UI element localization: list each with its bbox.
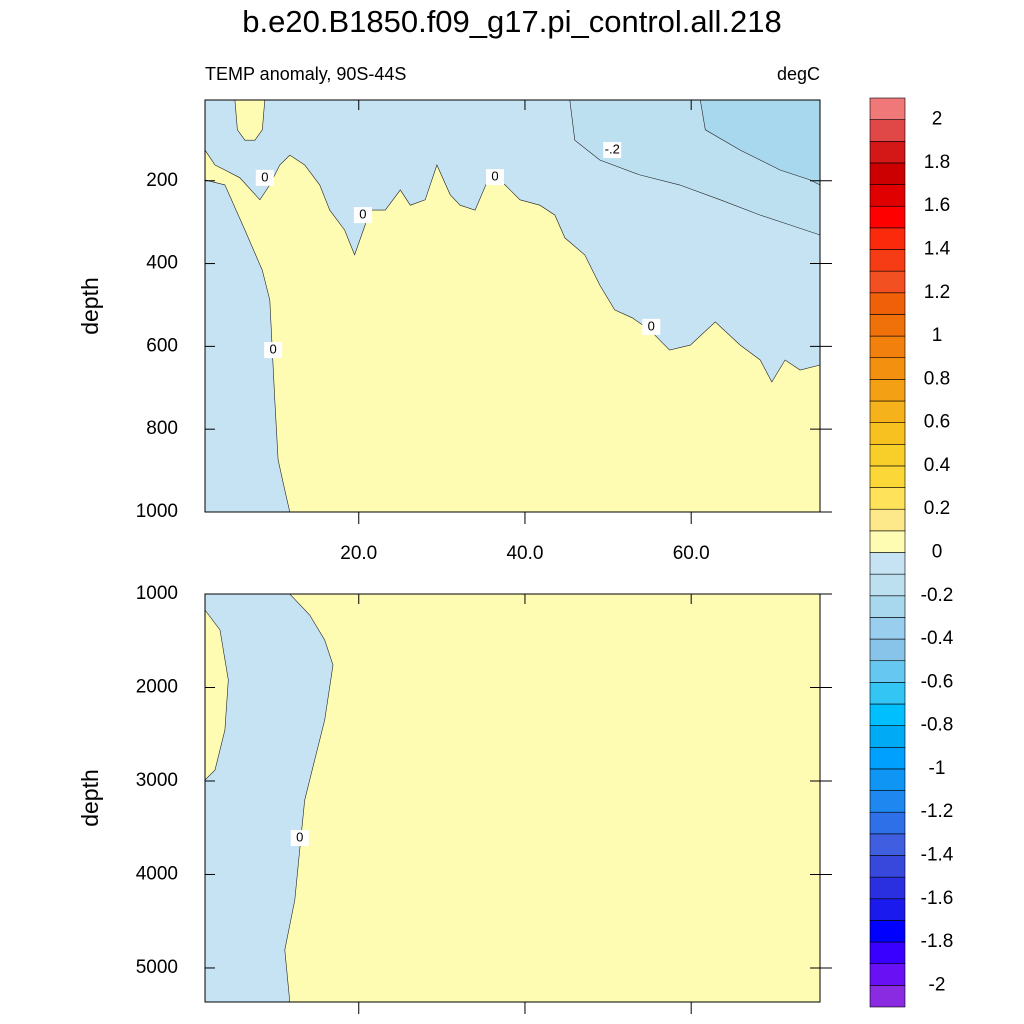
colorbar-box xyxy=(869,660,906,683)
y-axis-label: depth xyxy=(77,769,103,827)
colorbar-label: -1.8 xyxy=(921,931,954,952)
colorbar-box xyxy=(869,530,906,553)
x-tick-label: 40.0 xyxy=(506,543,543,564)
colorbar-label: 1.8 xyxy=(924,152,950,173)
colorbar-box xyxy=(869,595,906,618)
colorbar-box xyxy=(869,119,906,142)
colorbar-box xyxy=(869,205,906,229)
colorbar-box xyxy=(869,833,906,856)
contour-label: -.2 xyxy=(605,142,620,157)
contour-label-box xyxy=(642,318,661,335)
colorbar-box xyxy=(869,963,906,986)
colorbar-label: -0.6 xyxy=(921,671,954,692)
colorbar-label: 0.6 xyxy=(924,412,950,433)
colorbar-box xyxy=(869,443,906,467)
colorbar-box xyxy=(869,140,906,164)
colorbar-box xyxy=(869,725,906,748)
colorbar-label: 1.4 xyxy=(924,239,951,260)
colorbar-box xyxy=(869,314,906,337)
colorbar-label: -1.4 xyxy=(921,845,954,866)
contour-label: 0 xyxy=(491,168,498,183)
colorbar-label: 1.2 xyxy=(924,282,950,303)
colorbar-box xyxy=(869,162,906,185)
colorbar-box xyxy=(869,768,906,791)
colorbar-box xyxy=(869,422,906,445)
colorbar-box xyxy=(869,97,906,120)
y-tick-label: 1000 xyxy=(136,583,178,604)
chart-title: b.e20.B1850.f09_g17.pi_control.all.218 xyxy=(242,4,782,39)
colorbar-label: 2 xyxy=(932,109,943,130)
colorbar-box xyxy=(869,335,906,359)
x-tick-label: 20.0 xyxy=(340,543,377,564)
colorbar-label: 1.6 xyxy=(924,195,950,216)
colorbar-box xyxy=(869,638,906,662)
colorbar-box xyxy=(869,898,906,921)
x-tick-label: 60.0 xyxy=(673,543,710,564)
colorbar-label: 0.2 xyxy=(924,498,950,519)
contour-label: 0 xyxy=(359,207,366,222)
colorbar-box xyxy=(869,552,906,575)
plot-frame xyxy=(204,593,821,1003)
y-tick-label: 200 xyxy=(146,170,178,191)
colorbar-box xyxy=(869,487,906,510)
y-tick-label: 2000 xyxy=(136,677,178,698)
colorbar-label: -0.2 xyxy=(921,585,954,606)
y-tick-label: 1000 xyxy=(136,501,178,522)
colorbar-label: 0.8 xyxy=(924,368,950,389)
colorbar-box xyxy=(869,811,906,835)
colorbar-label: -0.8 xyxy=(921,715,954,736)
colorbar-label: -0.4 xyxy=(921,628,954,649)
colorbar-box xyxy=(869,876,906,900)
colorbar-label: -1 xyxy=(929,758,946,779)
y-tick-label: 5000 xyxy=(136,957,178,978)
colorbar-label: 0.4 xyxy=(924,455,951,476)
colorbar-box xyxy=(869,184,906,207)
colorbar-box xyxy=(869,379,906,402)
colorbar-box xyxy=(869,682,906,705)
colorbar-label: -1.2 xyxy=(921,801,954,822)
contour-region xyxy=(204,593,334,1003)
colorbar-box xyxy=(869,790,906,813)
units: degC xyxy=(777,64,820,84)
y-tick-label: 400 xyxy=(146,253,178,274)
colorbar-label: 1 xyxy=(932,325,943,346)
y-tick-label: 800 xyxy=(146,418,178,439)
colorbar-box xyxy=(869,703,906,726)
colorbar-box xyxy=(869,920,906,943)
y-tick-label: 600 xyxy=(146,335,178,356)
contour-label: 0 xyxy=(648,318,655,333)
colorbar-box xyxy=(869,357,906,380)
contour-label-box xyxy=(486,169,505,186)
contour-label: 0 xyxy=(261,169,268,184)
colorbar-box xyxy=(869,573,906,597)
colorbar-box xyxy=(869,855,906,878)
contour-label-box xyxy=(353,207,372,224)
colorbar-box xyxy=(869,617,906,640)
contour-label: 0 xyxy=(296,829,303,844)
plot-frame xyxy=(204,99,821,513)
colorbar-box xyxy=(869,400,906,423)
colorbar-label: 0 xyxy=(932,542,943,563)
colorbar-box xyxy=(869,508,906,532)
contour-label-box xyxy=(603,142,622,159)
colorbar-box xyxy=(869,227,906,250)
contour-label-box xyxy=(290,830,309,847)
contour-label-box xyxy=(264,342,283,359)
y-axis-label: depth xyxy=(77,277,103,335)
colorbar-label: -1.6 xyxy=(921,888,954,909)
colorbar-box xyxy=(869,270,906,294)
colorbar-box xyxy=(869,941,906,965)
contour-label-box xyxy=(255,169,274,186)
y-tick-label: 3000 xyxy=(136,770,178,791)
colorbar-box xyxy=(869,985,906,1008)
colorbar-box xyxy=(869,292,906,315)
subtitle: TEMP anomaly, 90S-44S xyxy=(205,64,406,84)
colorbar-box xyxy=(869,465,906,488)
colorbar-label: -2 xyxy=(929,974,946,995)
contour-label: 0 xyxy=(270,342,277,357)
y-tick-label: 4000 xyxy=(136,863,178,884)
colorbar-box xyxy=(869,249,906,272)
colorbar-box xyxy=(869,746,906,770)
